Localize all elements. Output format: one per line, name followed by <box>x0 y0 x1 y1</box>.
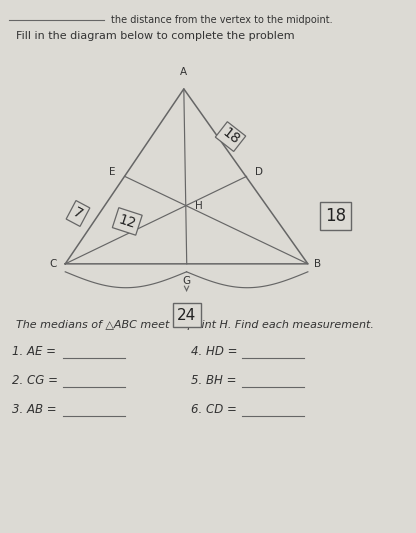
Text: 6. CD =: 6. CD = <box>191 403 237 416</box>
Text: 12: 12 <box>117 212 138 231</box>
Text: Fill in the diagram below to complete the problem: Fill in the diagram below to complete th… <box>16 31 295 41</box>
Text: The medians of △ABC meet at point H. Find each measurement.: The medians of △ABC meet at point H. Fin… <box>16 320 374 330</box>
Text: 24: 24 <box>177 308 196 323</box>
Text: 7: 7 <box>71 205 85 222</box>
Text: 3. AB =: 3. AB = <box>12 403 57 416</box>
Text: H: H <box>195 200 203 211</box>
Text: C: C <box>50 259 57 269</box>
Text: 18: 18 <box>324 207 346 225</box>
Text: 2. CG =: 2. CG = <box>12 374 58 387</box>
Text: 5. BH =: 5. BH = <box>191 374 237 387</box>
Text: the distance from the vertex to the midpoint.: the distance from the vertex to the midp… <box>111 15 332 25</box>
Text: 18: 18 <box>219 126 242 148</box>
Text: D: D <box>255 167 262 177</box>
Text: 4. HD =: 4. HD = <box>191 345 238 358</box>
Text: B: B <box>314 259 322 269</box>
Text: E: E <box>109 167 116 177</box>
Text: 1. AE =: 1. AE = <box>12 345 56 358</box>
Text: A: A <box>180 67 187 77</box>
Text: G: G <box>183 276 191 286</box>
